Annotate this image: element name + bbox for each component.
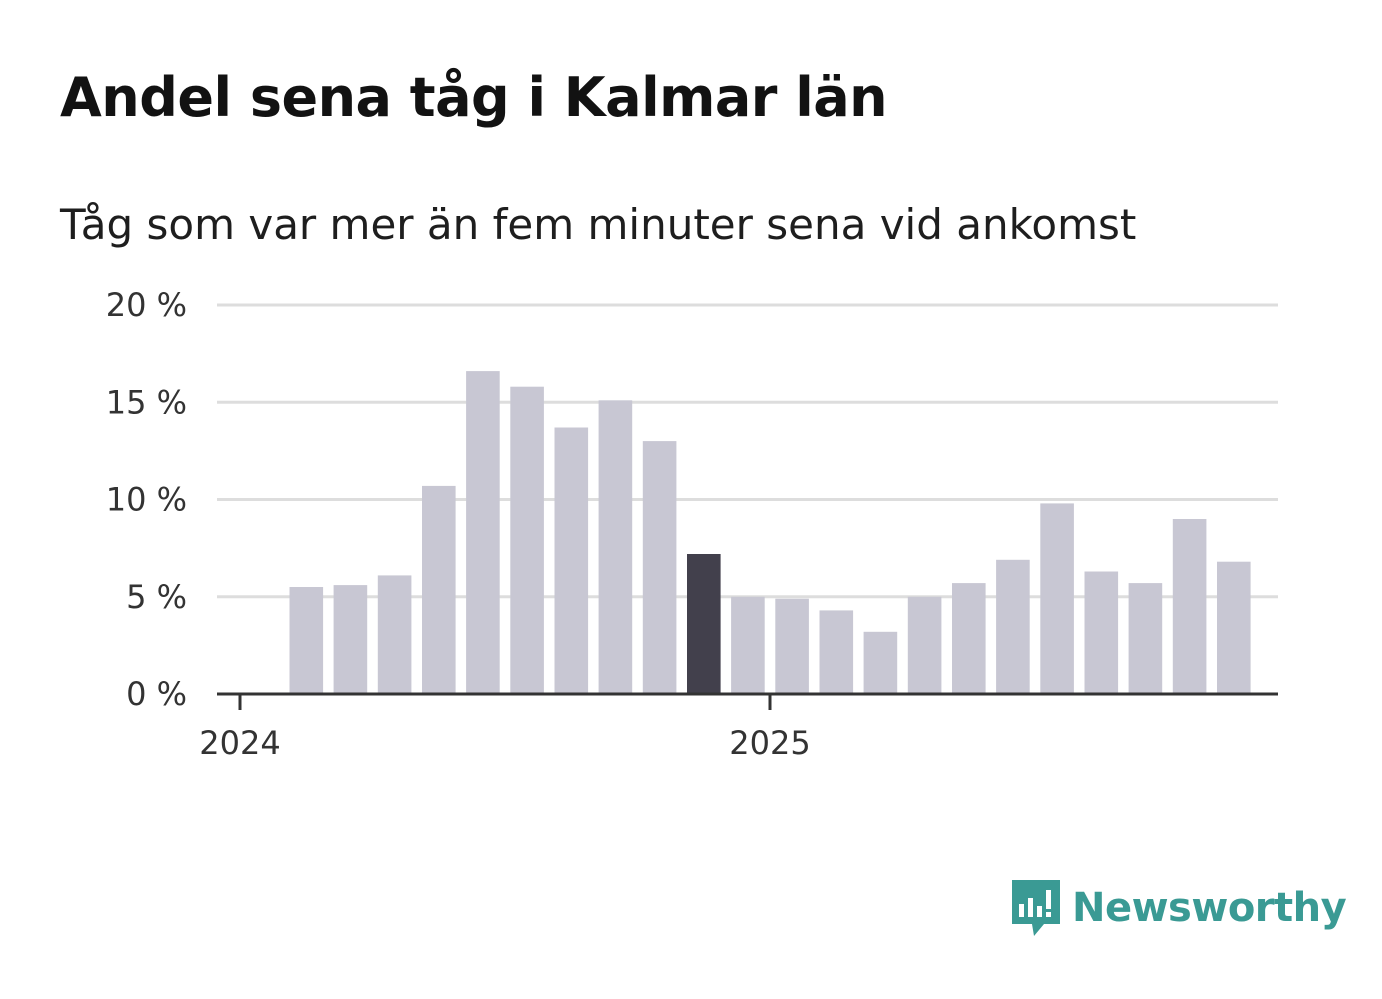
bar-2024-11 (687, 554, 721, 694)
y-tick-label: 5 % (126, 578, 187, 616)
newsworthy-logo-icon (1012, 880, 1060, 936)
bar-2025-11 (1217, 561, 1251, 694)
x-tick-label: 2025 (729, 724, 810, 762)
y-tick-label: 20 % (106, 286, 187, 324)
bar-chart: 0 % 5 % 10 % 15 % 20 % 2024 2025 (106, 286, 1278, 762)
y-tick-label: 15 % (106, 383, 187, 421)
y-tick-label: 10 % (106, 481, 187, 519)
chart-subtitle: Tåg som var mer än fem minuter sena vid … (60, 200, 1137, 249)
brand-name: Newsworthy (1072, 885, 1347, 931)
bar-2025-01 (775, 598, 809, 694)
bar-2025-10 (1172, 519, 1207, 694)
bar-2024-03 (333, 585, 368, 694)
axes: 0 % 5 % 10 % 15 % 20 % 2024 2025 (106, 286, 1278, 762)
bar-2025-03 (863, 631, 898, 694)
bar-2024-04 (377, 575, 412, 694)
bar-2025-07 (1040, 503, 1074, 694)
bar-2024-12 (731, 596, 765, 695)
bar-2025-09 (1128, 583, 1163, 694)
bar-2025-02 (819, 610, 854, 694)
chart-title: Andel sena tåg i Kalmar län (60, 66, 888, 129)
bar-2024-05 (422, 485, 456, 694)
bar-2024-06 (466, 371, 500, 694)
newsworthy-logo: Newsworthy (1010, 878, 1347, 938)
gridlines (217, 303, 1278, 599)
bar-2025-06 (996, 559, 1030, 694)
x-tick-label: 2024 (199, 724, 280, 762)
bar-2025-04 (907, 596, 942, 695)
bar-2024-07 (510, 386, 544, 694)
bar-2024-08 (554, 427, 589, 694)
bar-2024-02 (289, 587, 324, 694)
bar-2025-05 (952, 583, 986, 694)
bar-2024-10 (642, 441, 677, 694)
y-tick-label: 0 % (126, 675, 187, 713)
bar-2025-08 (1084, 571, 1119, 694)
bar-2024-09 (598, 400, 633, 694)
bars (289, 371, 1251, 695)
